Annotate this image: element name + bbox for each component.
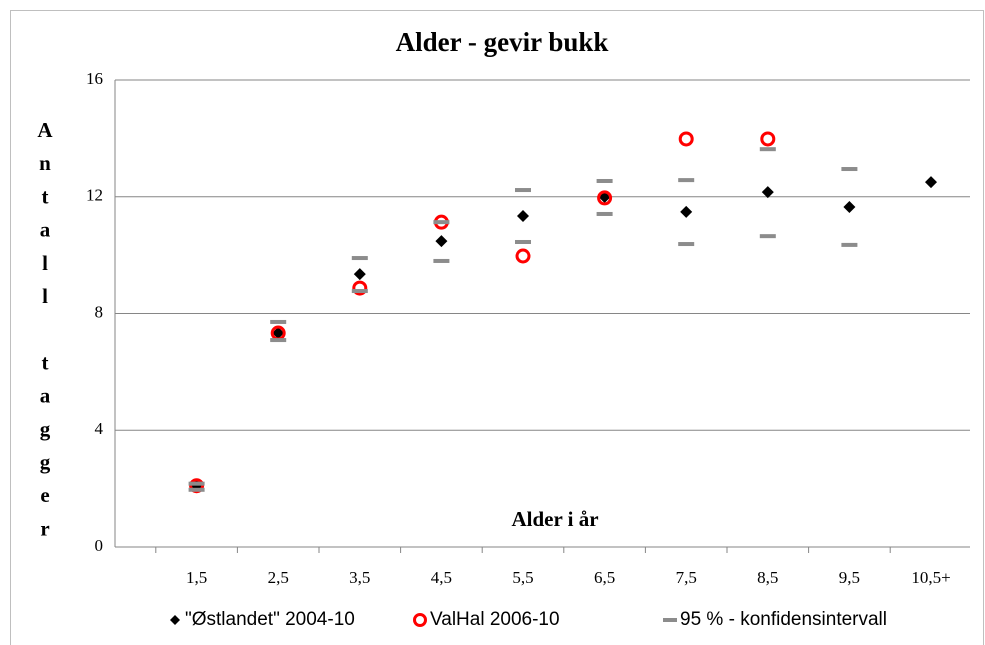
circle-point	[352, 280, 368, 296]
ci-dash	[270, 319, 287, 324]
ci-dash	[841, 167, 858, 172]
chart-title: Alder - gevir bukk	[396, 27, 609, 57]
ci-dash	[270, 338, 287, 343]
x-tick-label: 1,5	[186, 568, 207, 587]
ci-dash	[678, 178, 695, 183]
legend-label: "Østlandet" 2004-10	[185, 609, 355, 630]
y-axis-label-char: t	[42, 184, 49, 208]
ci-dash	[596, 211, 613, 216]
y-tick-label: 8	[95, 302, 104, 321]
x-tick-label: 10,5+	[911, 568, 950, 587]
x-tick-label: 6,5	[594, 568, 615, 587]
ci-dash	[188, 487, 205, 492]
y-axis-label-char: a	[40, 383, 51, 407]
x-tick-label: 3,5	[349, 568, 370, 587]
y-axis-label-char: g	[40, 417, 51, 441]
ci-dash	[433, 220, 450, 225]
y-axis-label-char: r	[40, 516, 49, 540]
ci-dash	[515, 239, 531, 244]
y-tick-label: 16	[86, 69, 103, 88]
circle-point	[678, 131, 694, 147]
ci-dash	[351, 256, 368, 261]
x-tick-label: 9,5	[839, 568, 860, 587]
diamond-point	[517, 210, 529, 223]
legend-label: ValHal 2006-10	[430, 609, 560, 630]
diamond-point	[761, 186, 774, 199]
y-axis-label-char: a	[40, 217, 51, 241]
x-tick-label: 8,5	[757, 568, 778, 587]
y-axis-label-char: n	[39, 151, 51, 175]
y-axis-label-char: A	[37, 118, 53, 142]
x-tick-label: 5,5	[512, 568, 533, 587]
ci-dash	[759, 234, 776, 239]
legend-marker	[170, 615, 180, 625]
diamond-point	[925, 176, 937, 189]
chart-border	[10, 10, 984, 645]
x-axis-label: Alder i år	[511, 507, 598, 531]
y-axis-label-char: l	[42, 251, 48, 275]
ci-dash	[188, 481, 205, 486]
legend-marker	[413, 613, 427, 627]
legend-label: 95 % - konfidensintervall	[680, 609, 887, 630]
ci-dash	[759, 147, 776, 152]
ci-dash	[515, 188, 531, 193]
diamond-point	[843, 200, 856, 213]
y-axis-label-char	[42, 317, 47, 341]
legend-marker	[663, 618, 677, 622]
diamond-point	[272, 327, 285, 340]
ci-dash	[841, 242, 858, 247]
circle-point	[760, 131, 776, 147]
y-tick-label: 4	[95, 419, 104, 438]
diamond-point	[435, 235, 448, 248]
y-tick-label: 0	[95, 536, 104, 555]
ci-dash	[433, 258, 450, 263]
ci-dash	[678, 242, 695, 247]
y-axis-label-char: l	[42, 284, 48, 308]
diamond-point	[353, 268, 366, 281]
diamond-point	[680, 205, 693, 218]
y-tick-label: 12	[86, 186, 103, 205]
circle-point	[597, 190, 613, 206]
x-tick-label: 7,5	[676, 568, 697, 587]
y-axis-label-char: g	[40, 450, 51, 474]
x-tick-label: 4,5	[431, 568, 452, 587]
y-axis-label-char: e	[40, 483, 49, 507]
ci-dash	[596, 178, 613, 183]
circle-point	[515, 248, 531, 264]
x-tick-label: 2,5	[268, 568, 289, 587]
ci-dash	[351, 289, 368, 294]
y-axis-label-char: t	[42, 350, 49, 374]
